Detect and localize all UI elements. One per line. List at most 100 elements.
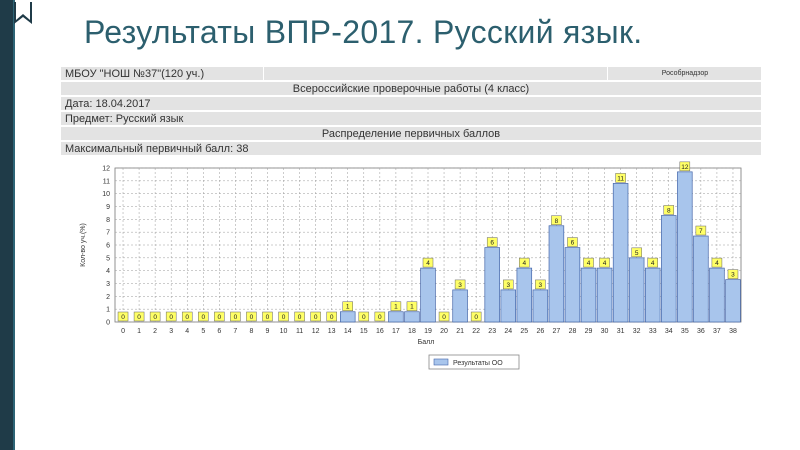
bar-value-box xyxy=(599,257,610,268)
max-score: Максимальный первичный балл: 38 xyxy=(65,143,249,155)
bar xyxy=(628,257,645,323)
bar xyxy=(500,289,516,323)
x-tick-label: 32 xyxy=(633,328,641,335)
info-row-date: Дата: 18.04.2017 xyxy=(61,96,761,110)
x-tick-label: 12 xyxy=(312,328,320,335)
bar xyxy=(404,311,420,323)
bar-value-box xyxy=(230,311,241,322)
bar-value-box xyxy=(214,311,225,322)
info-row-work-title: Всероссийские проверочные работы (4 клас… xyxy=(61,81,761,95)
bar-value-box xyxy=(583,257,594,268)
y-tick-label: 1 xyxy=(106,307,110,314)
x-tick-label: 0 xyxy=(121,328,125,335)
legend-swatch xyxy=(433,358,449,366)
bar-value-label: 0 xyxy=(137,314,141,321)
bar-value-box xyxy=(262,311,273,322)
bar-value-label: 0 xyxy=(185,314,189,321)
test-date: Дата: 18.04.2017 xyxy=(65,98,151,110)
bar xyxy=(677,171,693,323)
bar-value-box xyxy=(647,257,658,268)
bar-value-label: 3 xyxy=(458,282,462,289)
bar-value-box xyxy=(133,311,145,322)
x-tick-label: 17 xyxy=(392,328,400,335)
bar-value-box xyxy=(390,301,402,311)
slide-left-strip xyxy=(0,0,13,450)
bar-value-label: 4 xyxy=(522,260,526,267)
bar-value-label: 0 xyxy=(266,314,270,321)
bar xyxy=(420,267,436,323)
y-tick-label: 7 xyxy=(106,230,110,237)
bar-value-label: 0 xyxy=(250,314,254,321)
x-tick-label: 38 xyxy=(729,328,737,335)
x-tick-label: 20 xyxy=(440,328,448,335)
school-name: МБОУ "НОШ №37"(120 уч.) xyxy=(65,68,205,80)
bar-value-box xyxy=(310,311,321,322)
bar-value-box xyxy=(567,237,578,247)
bar xyxy=(725,279,741,323)
bar-value-label: 0 xyxy=(153,314,157,321)
chart-area: 0 1 2 3 4 5 6 7 8 9 10 11 12 0 1 2 3 4 5 6 7 8 9 10 11 12 13 14 15 16… xyxy=(61,155,762,381)
legend-label: Результаты ОО xyxy=(453,360,503,367)
x-tick-label: 9 xyxy=(266,328,270,335)
bar-value-box xyxy=(342,301,353,311)
x-tick-label: 2 xyxy=(153,328,157,335)
bar-value-box xyxy=(454,279,466,290)
x-tick-label: 13 xyxy=(328,328,336,335)
bar-value-label: 4 xyxy=(651,260,655,267)
bar-value-box xyxy=(326,311,337,322)
x-tick-label: 31 xyxy=(617,328,625,335)
bar xyxy=(532,289,549,323)
empty-cell xyxy=(263,67,606,81)
bar-value-label: 4 xyxy=(426,260,430,267)
x-tick-label: 19 xyxy=(424,328,432,335)
bar xyxy=(484,247,500,323)
bar-value-box xyxy=(727,269,739,279)
bar-value-box xyxy=(246,311,257,322)
bar-value-label: 7 xyxy=(699,228,703,235)
x-axis-label: Балл xyxy=(418,339,435,346)
bar-value-label: 5 xyxy=(635,250,639,257)
x-tick-label: 3 xyxy=(169,328,173,335)
bar-value-label: 0 xyxy=(201,314,205,321)
bar-value-box xyxy=(535,279,546,290)
bar-value-box xyxy=(615,173,626,183)
bar-value-label: 0 xyxy=(378,314,382,321)
bar-value-label: 11 xyxy=(617,175,624,182)
bar-value-label: 0 xyxy=(298,314,302,321)
bar-value-box xyxy=(503,279,514,290)
x-tick-label: 5 xyxy=(201,328,205,335)
x-tick-label: 26 xyxy=(536,328,544,335)
bar-value-box xyxy=(711,257,723,268)
slide-left-accent xyxy=(13,0,15,450)
x-tick-label: 7 xyxy=(233,328,237,335)
x-tick-label: 35 xyxy=(681,328,689,335)
bar-value-label: 1 xyxy=(394,304,398,311)
y-tick-label: 9 xyxy=(106,204,110,211)
x-tick-label: 8 xyxy=(249,328,253,335)
bar-value-box xyxy=(486,237,498,247)
x-tick-label: 15 xyxy=(360,328,368,335)
x-tick-label: 4 xyxy=(185,328,189,335)
bar-value-box xyxy=(117,311,129,322)
bar xyxy=(340,311,356,323)
info-table: МБОУ "НОШ №37"(120 уч.) Рособрнадзор Все… xyxy=(61,66,761,158)
bar-value-box xyxy=(165,311,177,322)
bar-value-label: 6 xyxy=(490,240,494,247)
y-tick-label: 2 xyxy=(106,294,110,301)
x-tick-label: 1 xyxy=(137,328,141,335)
x-tick-label: 11 xyxy=(296,328,303,335)
bar-value-box xyxy=(149,311,161,322)
bar-value-label: 0 xyxy=(121,314,125,321)
bar-value-label: 0 xyxy=(169,314,173,321)
x-tick-label: 29 xyxy=(585,328,593,335)
info-row-school: МБОУ "НОШ №37"(120 уч.) Рособрнадзор xyxy=(61,66,761,81)
y-tick-label: 6 xyxy=(106,243,110,250)
bar-value-box xyxy=(679,161,691,172)
bar-value-box xyxy=(695,225,707,236)
bar-value-box xyxy=(470,311,482,322)
x-tick-label: 34 xyxy=(665,328,673,335)
bar xyxy=(661,215,677,323)
bar-value-label: 3 xyxy=(539,282,543,289)
y-axis-label: Кол-во уч.(%) xyxy=(80,223,87,267)
bar-value-box xyxy=(294,311,305,322)
